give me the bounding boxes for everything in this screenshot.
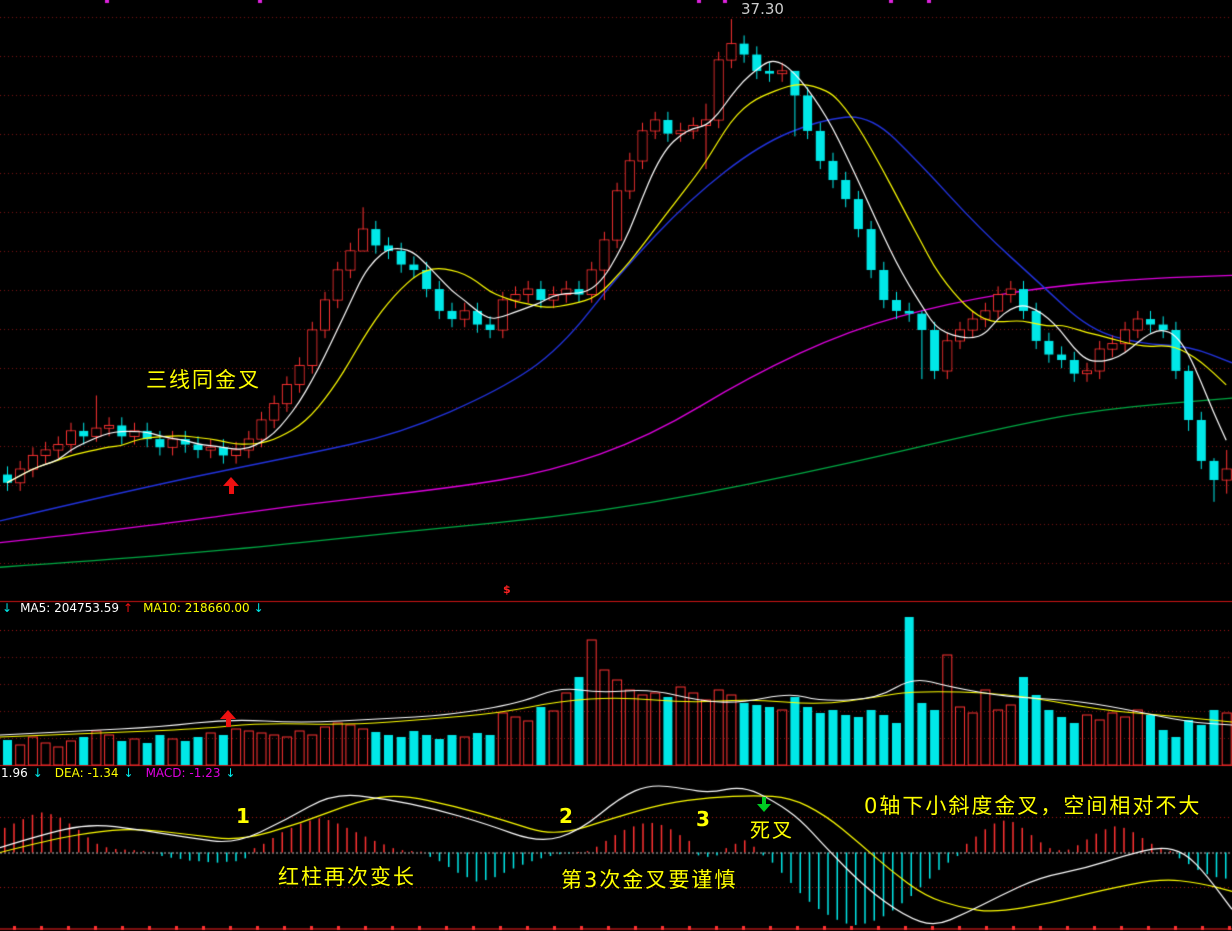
up-arrow-icon: ↑ xyxy=(123,601,134,615)
down-arrow-icon: ↓ xyxy=(123,766,134,780)
down-arrow-icon: ↓ xyxy=(253,601,264,615)
dif-value-label: 1.96 xyxy=(1,766,28,780)
third-cross-note: 第3次金叉要谨慎 xyxy=(561,868,738,892)
sell-marker: $ xyxy=(503,583,511,596)
macd-value-label: MACD: -1.23 xyxy=(145,766,221,780)
down-arrow-icon: ↓ xyxy=(32,766,43,780)
golden-cross-annotation: 三线同金叉 xyxy=(146,368,261,392)
green-down-arrow-icon xyxy=(756,797,772,812)
ma5-trend-down-icon: ↓ xyxy=(2,601,13,615)
zero-axis-note: 0轴下小斜度金叉，空间相对不大 xyxy=(864,794,1202,818)
volume-red-up-arrow-icon xyxy=(220,710,236,727)
macd-cross-number-2: 2 xyxy=(559,804,573,828)
death-cross-label: 死叉 xyxy=(750,818,794,842)
dea-value-label: DEA: -1.34 xyxy=(54,766,119,780)
macd-cross-number-3: 3 xyxy=(696,807,710,831)
down-arrow-icon: ↓ xyxy=(225,766,236,780)
peak-price-label: 37.30 xyxy=(741,0,784,18)
red-bar-note: 红柱再次变长 xyxy=(278,865,416,889)
volume-header: ↓ MA5: 204753.59 ↑ MA10: 218660.00 ↓ xyxy=(2,602,264,614)
macd-header: 1.96 ↓ DEA: -1.34 ↓ MACD: -1.23 ↓ xyxy=(1,767,236,779)
red-up-arrow-icon xyxy=(223,477,239,494)
volume-ma5-label: MA5: 204753.59 xyxy=(20,601,120,615)
macd-cross-number-1: 1 xyxy=(236,804,250,828)
volume-ma10-label: MA10: 218660.00 xyxy=(143,601,250,615)
